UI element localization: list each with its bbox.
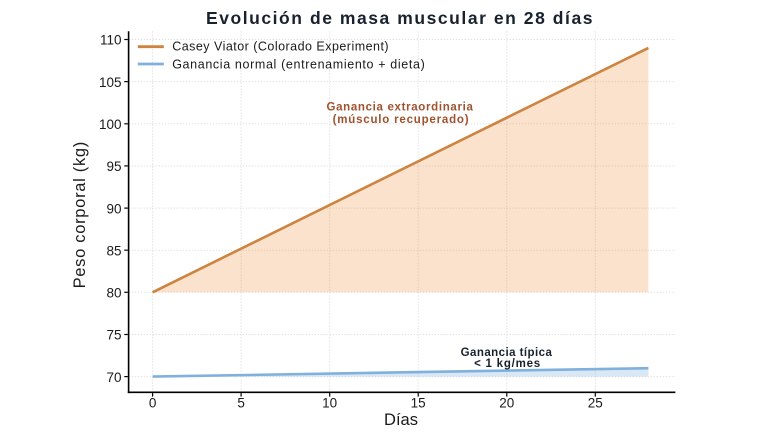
svg-text:0: 0 bbox=[149, 396, 157, 411]
svg-text:Días: Días bbox=[384, 411, 418, 427]
svg-text:100: 100 bbox=[99, 117, 122, 132]
svg-text:Ganancia normal (entrenamiento: Ganancia normal (entrenamiento + dieta) bbox=[172, 58, 425, 72]
svg-text:Casey Viator (Colorado Experim: Casey Viator (Colorado Experiment) bbox=[172, 40, 389, 54]
svg-text:110: 110 bbox=[100, 33, 122, 48]
svg-text:20: 20 bbox=[499, 396, 514, 411]
svg-text:80: 80 bbox=[106, 286, 121, 301]
svg-text:Ganancia extraordinaria: Ganancia extraordinaria bbox=[326, 102, 473, 114]
svg-text:95: 95 bbox=[106, 159, 121, 174]
svg-text:70: 70 bbox=[106, 370, 121, 385]
svg-text:Evolución de masa muscular en: Evolución de masa muscular en 28 días bbox=[206, 8, 594, 28]
svg-text:10: 10 bbox=[322, 396, 337, 411]
svg-text:< 1 kg/mes: < 1 kg/mes bbox=[474, 358, 541, 370]
svg-text:85: 85 bbox=[106, 243, 121, 258]
svg-text:Ganancia típica: Ganancia típica bbox=[461, 347, 553, 359]
svg-text:Peso corporal (kg): Peso corporal (kg) bbox=[71, 141, 89, 288]
svg-text:5: 5 bbox=[237, 396, 245, 411]
svg-text:105: 105 bbox=[99, 75, 122, 90]
svg-text:15: 15 bbox=[411, 396, 426, 411]
svg-text:75: 75 bbox=[106, 328, 121, 343]
svg-text:90: 90 bbox=[106, 201, 121, 216]
svg-text:25: 25 bbox=[588, 396, 603, 411]
svg-text:(músculo recuperado): (músculo recuperado) bbox=[333, 114, 470, 126]
